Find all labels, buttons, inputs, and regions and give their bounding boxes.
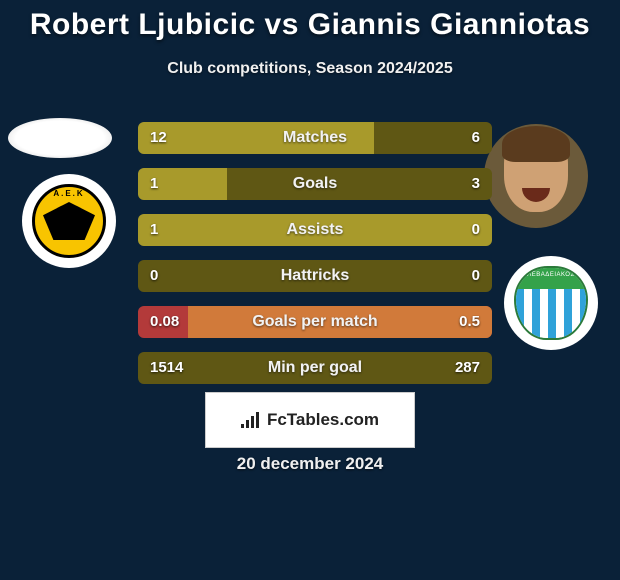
stat-label: Matches: [138, 122, 492, 154]
subtitle: Club competitions, Season 2024/2025: [0, 60, 620, 78]
stat-label: Goals per match: [138, 306, 492, 338]
stat-left-value: 1: [150, 214, 158, 246]
stat-label: Hattricks: [138, 260, 492, 292]
source-logo: FcTables.com: [205, 392, 415, 448]
stat-right-value: 0: [472, 214, 480, 246]
stat-label: Min per goal: [138, 352, 492, 384]
stat-left-value: 0: [150, 260, 158, 292]
stat-row: Hattricks0 0: [138, 260, 492, 292]
stat-right-value: 0: [472, 260, 480, 292]
stat-right-value: 0.5: [459, 306, 480, 338]
source-label: FcTables.com: [267, 410, 379, 430]
player-right-avatar: [484, 124, 588, 228]
stat-right-value: 3: [472, 168, 480, 200]
stat-row: Goals1 3: [138, 168, 492, 200]
date-label: 20 december 2024: [0, 454, 620, 474]
stat-right-value: 6: [472, 122, 480, 154]
stat-row: Min per goal1514 287: [138, 352, 492, 384]
stat-left-value: 12: [150, 122, 167, 154]
stat-left-value: 1: [150, 168, 158, 200]
stat-label: Goals: [138, 168, 492, 200]
stat-row: Assists1 0: [138, 214, 492, 246]
stats-container: Matches126Goals13Assists10Hattricks00Goa…: [138, 122, 492, 398]
stat-row: Goals per match0.08 0.5: [138, 306, 492, 338]
stat-left-value: 0.08: [150, 306, 179, 338]
page-title: Robert Ljubicic vs Giannis Gianniotas: [0, 0, 620, 42]
club-left-logo: Α.Ε.Κ: [22, 174, 116, 268]
club-right-logo: ΛΕΒΑΔΕΙΑΚΟΣ: [504, 256, 598, 350]
stat-left-value: 1514: [150, 352, 183, 384]
player-left-avatar: [8, 118, 112, 158]
stat-row: Matches12 6: [138, 122, 492, 154]
stat-right-value: 287: [455, 352, 480, 384]
stat-label: Assists: [138, 214, 492, 246]
bars-icon: [241, 412, 261, 428]
